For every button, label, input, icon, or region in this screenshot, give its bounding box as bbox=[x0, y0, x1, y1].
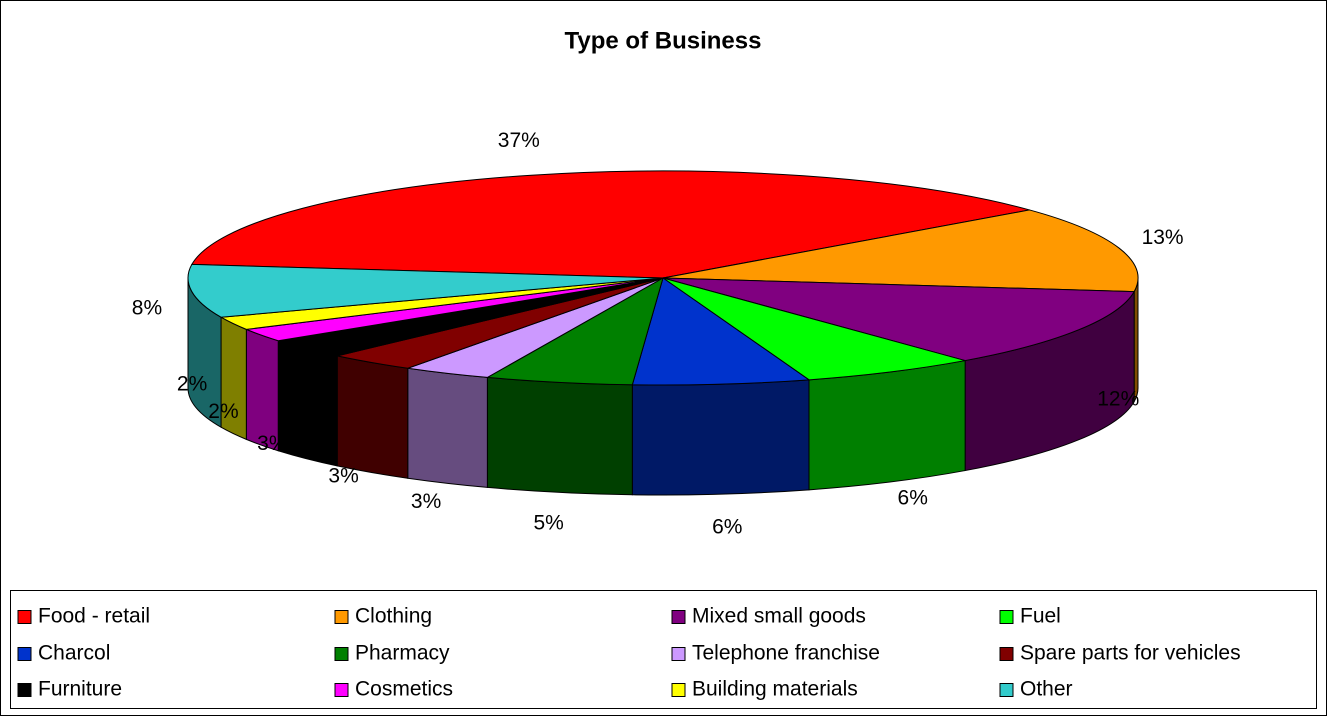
pie-slice bbox=[662, 277, 966, 381]
data-label: 2% bbox=[208, 400, 238, 423]
data-label: 5% bbox=[534, 511, 564, 534]
legend-label: Other bbox=[1020, 678, 1073, 701]
legend-label: Charcol bbox=[38, 642, 110, 665]
pie-slice bbox=[191, 170, 1030, 279]
legend-swatch bbox=[17, 610, 32, 624]
legend-swatch bbox=[334, 647, 349, 661]
legend-label: Spare parts for vehicles bbox=[1020, 642, 1241, 665]
legend-label: Building materials bbox=[692, 678, 858, 701]
pie-side bbox=[486, 376, 633, 496]
data-label: 2% bbox=[177, 372, 207, 395]
legend-label: Telephone franchise bbox=[692, 642, 880, 665]
legend-label: Mixed small goods bbox=[692, 605, 866, 628]
data-label: 3% bbox=[411, 490, 441, 513]
data-label: 37% bbox=[498, 129, 540, 152]
data-label: 6% bbox=[712, 516, 742, 539]
legend-swatch bbox=[671, 610, 686, 624]
pie-slice bbox=[187, 263, 664, 318]
legend-swatch bbox=[334, 683, 349, 697]
pie-slice bbox=[662, 277, 1135, 362]
data-label: 3% bbox=[257, 432, 287, 455]
chart-title: Type of Business bbox=[565, 27, 762, 54]
pie-side bbox=[631, 379, 810, 496]
pie-slice bbox=[485, 276, 664, 386]
data-label: 6% bbox=[898, 487, 928, 510]
legend-label: Fuel bbox=[1020, 605, 1061, 628]
legend-swatch bbox=[999, 683, 1014, 697]
data-label: 3% bbox=[328, 464, 358, 487]
data-label: 12% bbox=[1097, 387, 1139, 410]
legend-label: Furniture bbox=[38, 678, 122, 701]
legend-swatch bbox=[334, 610, 349, 624]
pie-side bbox=[1133, 277, 1139, 404]
legend-label: Food - retail bbox=[38, 605, 150, 628]
pie-slice bbox=[662, 209, 1139, 293]
legend-swatch bbox=[671, 683, 686, 697]
legend-swatch bbox=[999, 647, 1014, 661]
legend-swatch bbox=[671, 647, 686, 661]
pie-side bbox=[808, 359, 966, 491]
pie-slice bbox=[631, 277, 811, 386]
legend-box bbox=[10, 590, 1317, 709]
data-label: 13% bbox=[1142, 226, 1184, 249]
legend-swatch bbox=[17, 683, 32, 697]
legend-label: Pharmacy bbox=[355, 642, 450, 665]
legend-swatch bbox=[999, 610, 1014, 624]
legend-label: Cosmetics bbox=[355, 678, 453, 701]
legend-label: Clothing bbox=[355, 605, 432, 628]
pie-side bbox=[407, 367, 488, 488]
pie-side bbox=[336, 355, 409, 479]
data-label: 8% bbox=[132, 297, 162, 320]
legend-swatch bbox=[17, 647, 32, 661]
